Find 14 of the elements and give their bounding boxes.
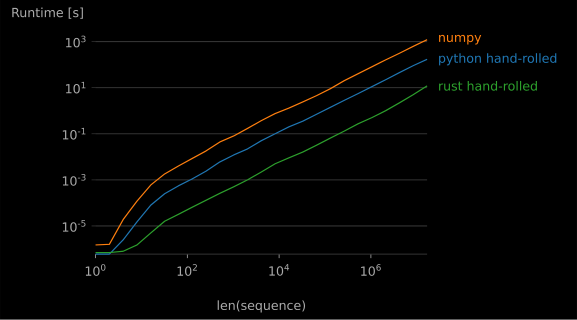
x-tick-label: 10$^{4}$ xyxy=(269,264,290,276)
x-tick-label: 10$^{0}$ xyxy=(86,264,106,276)
y-tick-label: 10$^{-3}$ xyxy=(62,174,86,186)
y-tick-label: 10$^{-1}$ xyxy=(62,128,86,140)
y-tick-label: 10$^{-5}$ xyxy=(62,220,86,232)
y-tick-label: 10$^{1}$ xyxy=(66,82,86,94)
y-axis-title: Runtime [s] xyxy=(12,8,83,19)
y-tick-label: 10$^{3}$ xyxy=(66,36,86,48)
x-axis-title: len(sequence) xyxy=(218,300,306,313)
series-label: numpy xyxy=(439,35,482,45)
series-label: python hand-rolled xyxy=(439,53,556,66)
x-tick-label: 10$^{6}$ xyxy=(361,264,381,276)
x-tick-label: 10$^{2}$ xyxy=(178,264,197,276)
series-label: rust hand-rolled xyxy=(439,81,537,91)
